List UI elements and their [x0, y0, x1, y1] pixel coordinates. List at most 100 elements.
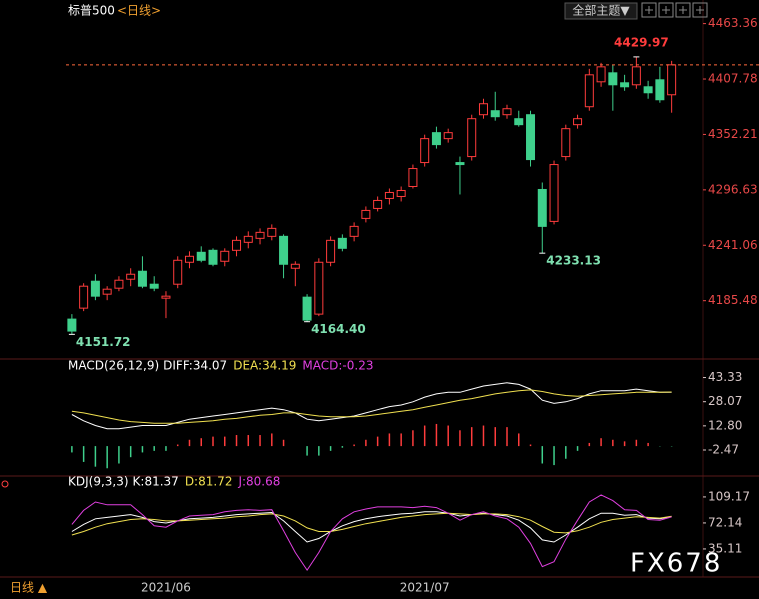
candle-body: [149, 283, 159, 289]
y-tick-label: -2.47: [708, 443, 739, 457]
period-label[interactable]: <日线>: [117, 4, 161, 18]
candle-body: [373, 199, 383, 209]
watermark: FX678: [630, 549, 722, 579]
icon-button[interactable]: [692, 2, 708, 18]
panel-title: MACD(26,12,9): [68, 359, 159, 373]
y-tick-label: 4352.21: [708, 127, 758, 141]
candle-body: [384, 191, 394, 199]
legend-entry: K:81.37: [133, 475, 179, 489]
y-tick-label: 43.33: [708, 370, 742, 384]
candle-body: [655, 79, 665, 101]
candle-body: [279, 235, 289, 265]
candle-body: [537, 188, 547, 227]
panel-icon[interactable]: [1, 480, 9, 488]
legend-entry: MACD:-0.23: [302, 359, 373, 373]
y-tick-label: 35.11: [708, 541, 742, 555]
y-tick-label: 4296.63: [708, 182, 758, 196]
candle-body: [502, 108, 512, 116]
icon: [679, 6, 687, 14]
candle-body: [126, 273, 136, 280]
legend-entry: J:80.68: [237, 475, 280, 489]
chart-title: 标普500: [68, 4, 115, 18]
icon-button[interactable]: [641, 2, 657, 18]
legend-entry: D:81.72: [185, 475, 233, 489]
candle-body: [290, 263, 300, 269]
candle-body: [631, 66, 641, 86]
candle-body: [337, 237, 347, 249]
candle-body: [443, 132, 453, 140]
icon-button[interactable]: [658, 2, 674, 18]
candle-body: [267, 227, 277, 237]
candle-body: [196, 251, 206, 261]
candle-body: [114, 279, 124, 289]
legend-entry: DEA:34.19: [233, 359, 296, 373]
y-tick-label: 4241.06: [708, 238, 758, 252]
candle-body: [408, 168, 418, 187]
y-tick-label: 28.07: [708, 394, 742, 408]
candle-body: [467, 118, 477, 158]
indicator-line: [71, 382, 672, 430]
indicator-line: [71, 512, 672, 536]
candle-body: [161, 295, 171, 299]
candle-body: [79, 285, 89, 309]
annotation-label: 4151.72: [76, 335, 131, 349]
candle-body: [349, 225, 359, 237]
candle-body: [526, 114, 536, 161]
x-tick-label: 2021/06: [141, 581, 191, 595]
annotation-label: 4164.40: [311, 322, 366, 336]
indicator-line: [71, 389, 672, 424]
icon: [662, 6, 670, 14]
x-tick-label: 2021/07: [400, 581, 450, 595]
candle-body: [608, 72, 618, 86]
candle-body: [232, 239, 242, 251]
theme-button-label[interactable]: 全部主题▼: [572, 3, 630, 18]
annotation-label: 4233.13: [546, 254, 601, 268]
candle-body: [420, 138, 430, 164]
candle-body: [455, 162, 465, 166]
y-tick-label: 109.17: [708, 489, 750, 503]
toolbar-icons: [641, 2, 708, 18]
panel-title: KDJ(9,3,3): [68, 475, 129, 489]
candle-body: [478, 103, 488, 116]
candle-body: [490, 110, 500, 118]
candle-body: [667, 64, 677, 96]
candle-body: [643, 86, 653, 94]
indicator-line: [71, 494, 672, 572]
annotation-label: 4429.97: [614, 35, 669, 49]
candle-body: [220, 250, 230, 262]
indicator-line: [71, 511, 672, 543]
y-tick-label: 72.14: [708, 515, 742, 529]
candle-body: [302, 296, 312, 321]
candle-body: [326, 239, 336, 263]
candle-body: [561, 128, 571, 158]
candle-body: [620, 82, 630, 88]
candle-body: [67, 318, 77, 332]
candle-body: [596, 66, 606, 83]
candle-body: [361, 209, 371, 219]
icon: [645, 6, 653, 14]
candle-body: [208, 249, 218, 265]
icon: [696, 6, 704, 14]
y-tick-label: 4185.48: [708, 293, 758, 307]
candle-body: [573, 118, 583, 126]
candle-body: [184, 255, 194, 263]
candle-body: [514, 118, 524, 126]
period-tab[interactable]: 日线 ▲: [10, 581, 48, 595]
candle-body: [396, 189, 406, 197]
candle-body: [102, 288, 112, 295]
candle-body: [549, 164, 559, 222]
candle-body: [137, 270, 147, 287]
theme-button[interactable]: [564, 2, 638, 20]
candle-body: [584, 74, 594, 108]
y-tick-label: 4407.78: [708, 72, 758, 86]
candle-body: [90, 280, 100, 297]
candle-body: [314, 261, 324, 315]
legend-entry: DIFF:34.07: [163, 359, 227, 373]
y-tick-label: 12.80: [708, 418, 742, 432]
candle-body: [243, 235, 253, 243]
candle-body: [255, 231, 265, 239]
icon-button[interactable]: [675, 2, 691, 18]
candle-body: [431, 132, 441, 146]
